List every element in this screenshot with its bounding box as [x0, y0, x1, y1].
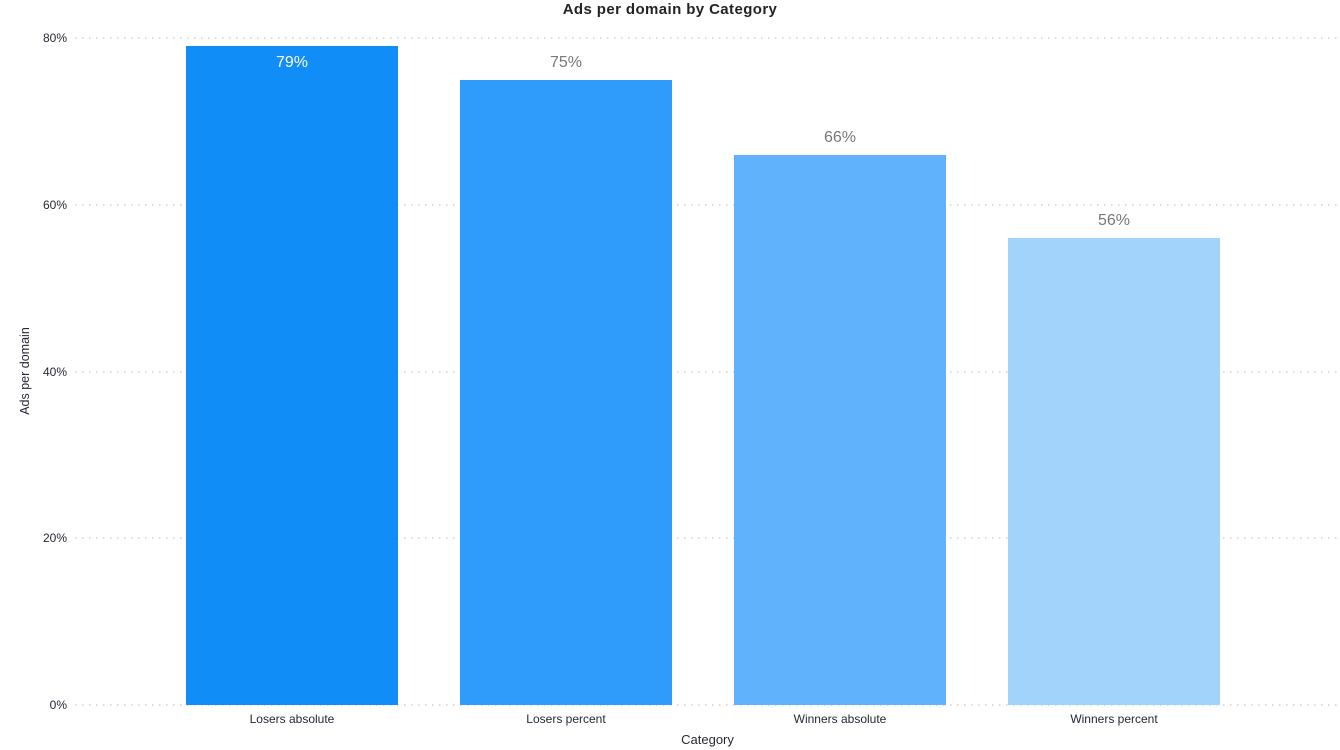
gridline-20%: [75, 537, 1340, 540]
x-axis-category-label: Losers absolute: [249, 712, 335, 726]
bar-winners-absolute[interactable]: [734, 154, 946, 705]
bar-value-label: 79%: [275, 54, 309, 72]
bar-value-label: 66%: [823, 128, 857, 146]
bar-value-label: 75%: [549, 53, 583, 71]
gridline-0%: [75, 704, 1340, 706]
y-axis-tick-label: 80%: [42, 31, 67, 45]
chart-title: Ads per domain by Category: [562, 1, 778, 18]
y-axis-tick-label: 40%: [42, 364, 67, 379]
y-axis-tick-label: 60%: [42, 197, 67, 212]
bar-value-label: 56%: [1097, 212, 1131, 230]
y-axis-tick-label: 20%: [42, 531, 67, 546]
x-axis-title: Category: [681, 732, 734, 747]
gridline-80%: [75, 37, 1340, 39]
x-axis-category-label: Winners percent: [1070, 712, 1158, 726]
bar-losers-percent[interactable]: [460, 79, 672, 705]
bar-winners-percent[interactable]: [1008, 238, 1220, 705]
gridline-40%: [75, 370, 1340, 373]
y-axis-tick-label: 0%: [49, 698, 67, 712]
bar-losers-absolute[interactable]: [186, 46, 398, 705]
x-axis-category-label: Winners absolute: [793, 712, 887, 726]
gridline-60%: [75, 203, 1340, 206]
x-axis-category-label: Losers percent: [526, 712, 606, 726]
